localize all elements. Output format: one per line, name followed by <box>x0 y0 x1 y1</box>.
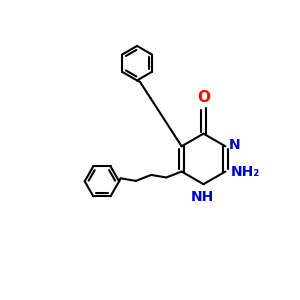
Text: NH: NH <box>190 190 214 203</box>
Text: O: O <box>197 90 210 105</box>
Text: NH₂: NH₂ <box>231 164 260 178</box>
Text: N: N <box>229 138 241 152</box>
